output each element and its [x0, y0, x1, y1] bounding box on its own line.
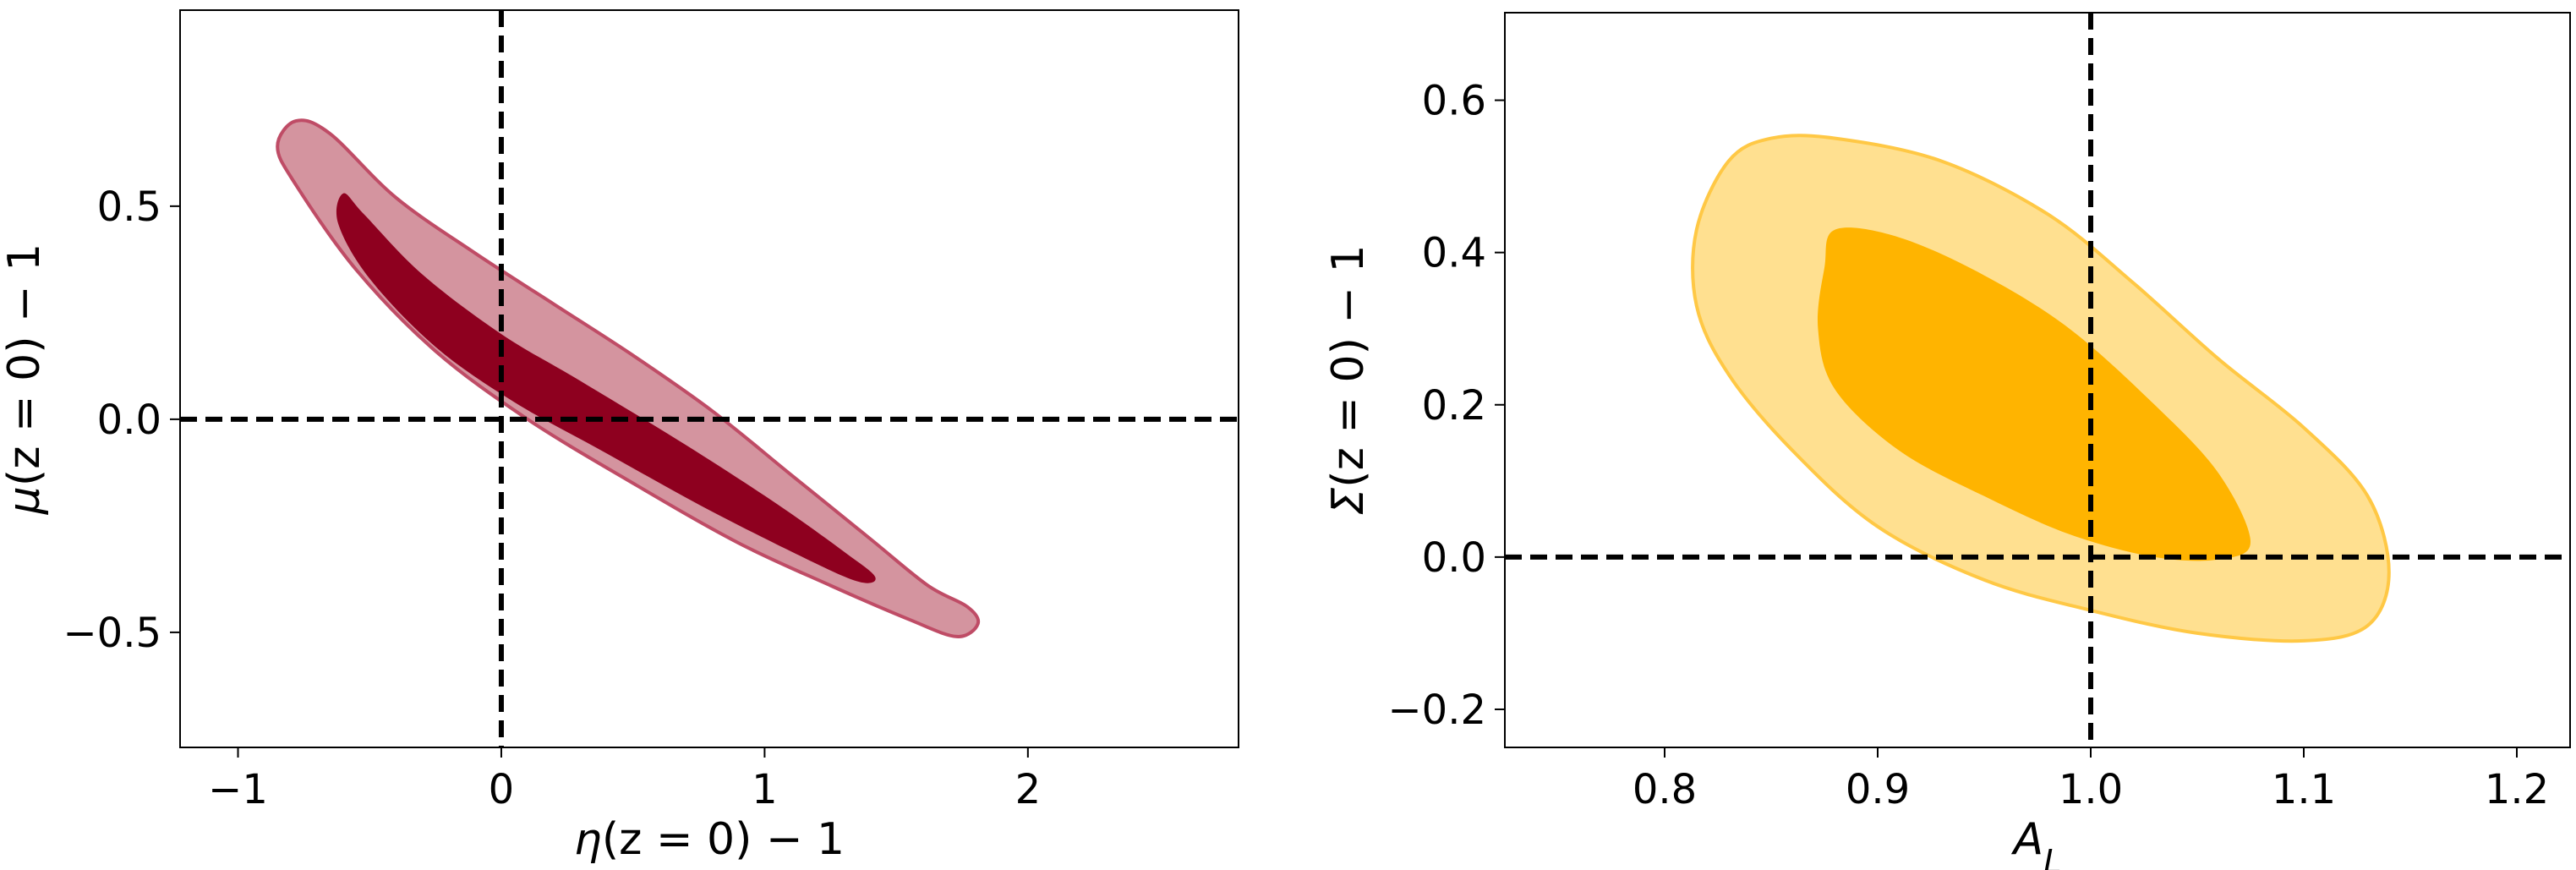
x-tick-label: 1.1 — [2272, 766, 2336, 813]
x-tick-label: 1 — [752, 766, 778, 813]
label-subscript: L — [2043, 843, 2061, 870]
label-symbol: Σ — [1323, 488, 1374, 516]
axes-frame — [1504, 12, 2571, 748]
y-tick-label: 0.5 — [97, 183, 161, 231]
axes-frame — [179, 9, 1239, 748]
right-panel: 0.8 0.9 1.0 1.1 1.2 −0.2 0.0 0.2 0.4 0.6 AL Σ(z = 0… — [1323, 12, 2571, 870]
label-suffix: (z = 0) − 1 — [602, 814, 845, 865]
y-tick-label: 0.4 — [1422, 230, 1486, 277]
x-axis-label: η(z = 0) − 1 — [574, 814, 845, 865]
label-suffix: (z = 0) − 1 — [1323, 244, 1374, 487]
contour-95-region — [276, 118, 981, 638]
y-tick-label: 0.0 — [1422, 534, 1486, 582]
x-tick-label: 1.2 — [2485, 766, 2549, 813]
x-tick-label: 2 — [1015, 766, 1042, 813]
x-tick-label: 0.9 — [1846, 766, 1910, 813]
y-tick-label: 0.2 — [1422, 382, 1486, 430]
left-panel: −1 0 1 2−0.50.00.5η(z = 0) − 1μ(z = 0) − 1 — [0, 9, 1239, 865]
contour-68-region — [336, 193, 876, 583]
label-symbol: μ — [0, 486, 50, 515]
y-axis-label: μ(z = 0) − 1 — [0, 243, 50, 515]
label-symbol: A — [2011, 814, 2044, 865]
label-suffix: (z = 0) − 1 — [0, 243, 50, 486]
x-axis-label: AL — [2011, 814, 2062, 870]
y-tick-label: −0.2 — [1387, 687, 1486, 734]
x-tick-label: 0.8 — [1633, 766, 1697, 813]
y-tick-label: −0.5 — [63, 610, 161, 657]
x-tick-label: 0 — [489, 766, 515, 813]
y-axis-label: Σ(z = 0) − 1 — [1323, 244, 1374, 515]
x-tick-label: 1.0 — [2059, 766, 2123, 813]
plot-area — [1505, 13, 2570, 747]
contour-68-region — [1817, 227, 2251, 561]
label-symbol: η — [574, 814, 602, 865]
y-tick-label: 0.6 — [1422, 78, 1486, 125]
plot-area — [180, 10, 1239, 747]
y-tick-label: 0.0 — [97, 397, 161, 444]
x-tick-label: −1 — [208, 766, 268, 813]
